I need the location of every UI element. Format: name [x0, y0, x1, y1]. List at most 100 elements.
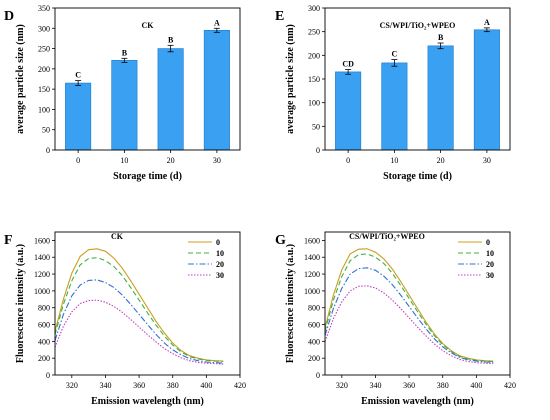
y-tick-label: 200 — [308, 51, 320, 60]
x-tick-label: 20 — [437, 156, 445, 165]
y-tick-label: 50 — [312, 122, 320, 131]
y-tick-label: 1400 — [34, 253, 50, 262]
x-tick-label: 320 — [66, 381, 78, 390]
bar — [203, 30, 230, 151]
y-tick-label: 1000 — [34, 287, 50, 296]
y-tick-label: 0 — [316, 146, 320, 155]
y-tick-label: 200 — [38, 354, 50, 363]
bar — [335, 71, 362, 151]
y-tick-label: 0 — [46, 146, 50, 155]
x-tick-label: 400 — [200, 381, 212, 390]
y-tick-label: 350 — [38, 4, 50, 13]
series-line-20 — [54, 279, 224, 364]
bar — [381, 62, 408, 151]
x-tick-label: 340 — [99, 381, 111, 390]
significance-label: C — [391, 50, 397, 59]
panel-letter: F — [4, 233, 13, 248]
y-tick-label: 1600 — [34, 236, 50, 245]
y-tick-label: 150 — [308, 75, 320, 84]
y-tick-label: 200 — [38, 65, 50, 74]
legend-label: 20 — [486, 260, 494, 269]
significance-label: A — [214, 18, 220, 27]
plot-frame — [324, 7, 511, 151]
legend-label: 30 — [486, 271, 494, 280]
significance-label: A — [484, 18, 490, 27]
y-tick-label: 400 — [38, 337, 50, 346]
chart-panel-d: D 0 50 100 150 200 250 300 350 C 0 B 10 B 20 A 30 CK Stora… — [4, 4, 241, 182]
y-axis-label: Fluorescence intensity (a.u.) — [15, 244, 26, 363]
y-tick-label: 1200 — [304, 270, 320, 279]
x-axis-label: Storage time (d) — [113, 171, 182, 182]
y-tick-label: 300 — [38, 24, 50, 33]
chart-title: CS/WPI/TiO₂+WPEO — [349, 232, 425, 241]
x-tick-label: 320 — [336, 381, 348, 390]
bar — [65, 82, 92, 151]
y-tick-label: 300 — [308, 4, 320, 13]
x-tick-label: 10 — [120, 156, 128, 165]
panel-letter: E — [275, 9, 284, 24]
y-axis-label: Fluorescence intensity (a.u.) — [285, 244, 296, 363]
x-tick-label: 380 — [437, 381, 449, 390]
plot-frame — [54, 7, 241, 151]
y-tick-label: 100 — [38, 105, 50, 114]
panel-letter: D — [4, 9, 14, 24]
chart-panel-e: E 0 50 100 150 200 250 300 CD 0 C 10 B 20 A 30 CS/WPI/Ti… — [275, 4, 511, 182]
legend-label: 0 — [486, 238, 490, 247]
x-tick-label: 400 — [470, 381, 482, 390]
x-tick-label: 360 — [133, 381, 145, 390]
series-line-0 — [324, 248, 494, 362]
y-tick-label: 1000 — [304, 287, 320, 296]
y-tick-label: 150 — [38, 85, 50, 94]
legend-label: 30 — [216, 271, 224, 280]
y-axis-label: average particle size (nm) — [285, 24, 296, 134]
x-tick-label: 0 — [346, 156, 350, 165]
plot-frame — [324, 231, 511, 376]
bar — [111, 60, 138, 151]
legend-label: 10 — [216, 249, 224, 258]
x-tick-label: 10 — [390, 156, 398, 165]
y-tick-label: 0 — [316, 371, 320, 380]
x-tick-label: 20 — [167, 156, 175, 165]
y-tick-label: 800 — [308, 304, 320, 313]
significance-label: B — [438, 33, 444, 42]
y-tick-label: 250 — [38, 45, 50, 54]
y-tick-label: 1200 — [34, 270, 50, 279]
y-axis-label: average particle size (nm) — [15, 24, 26, 134]
legend-label: 10 — [486, 249, 494, 258]
panel-letter: G — [275, 233, 286, 248]
legend-label: 0 — [216, 238, 220, 247]
y-tick-label: 100 — [308, 99, 320, 108]
y-tick-label: 200 — [308, 354, 320, 363]
y-tick-label: 0 — [46, 371, 50, 380]
significance-label: B — [122, 48, 128, 57]
series-line-0 — [54, 248, 224, 362]
bar — [427, 45, 454, 151]
x-tick-label: 340 — [369, 381, 381, 390]
x-tick-label: 30 — [483, 156, 491, 165]
bar — [473, 29, 500, 151]
x-tick-label: 420 — [234, 381, 246, 390]
chart-title: CS/WPI/TiO₂+WPEO — [380, 21, 456, 30]
bar — [157, 48, 184, 151]
y-tick-label: 600 — [308, 321, 320, 330]
plot-frame — [54, 231, 241, 376]
series-line-30 — [54, 299, 224, 365]
series-line-10 — [54, 257, 224, 363]
y-tick-label: 250 — [308, 28, 320, 37]
x-axis-label: Emission wavelength (nm) — [361, 396, 474, 407]
series-line-30 — [324, 285, 494, 365]
y-tick-label: 1600 — [304, 236, 320, 245]
chart-title: CK — [142, 21, 155, 30]
x-axis-label: Emission wavelength (nm) — [91, 396, 204, 407]
significance-label: B — [168, 35, 174, 44]
legend-label: 20 — [216, 260, 224, 269]
x-tick-label: 380 — [167, 381, 179, 390]
x-axis-label: Storage time (d) — [383, 171, 452, 182]
significance-label: C — [75, 71, 81, 80]
y-tick-label: 50 — [42, 126, 50, 135]
x-tick-label: 30 — [213, 156, 221, 165]
series-line-20 — [324, 267, 494, 363]
y-tick-label: 1400 — [304, 253, 320, 262]
y-tick-label: 400 — [308, 337, 320, 346]
